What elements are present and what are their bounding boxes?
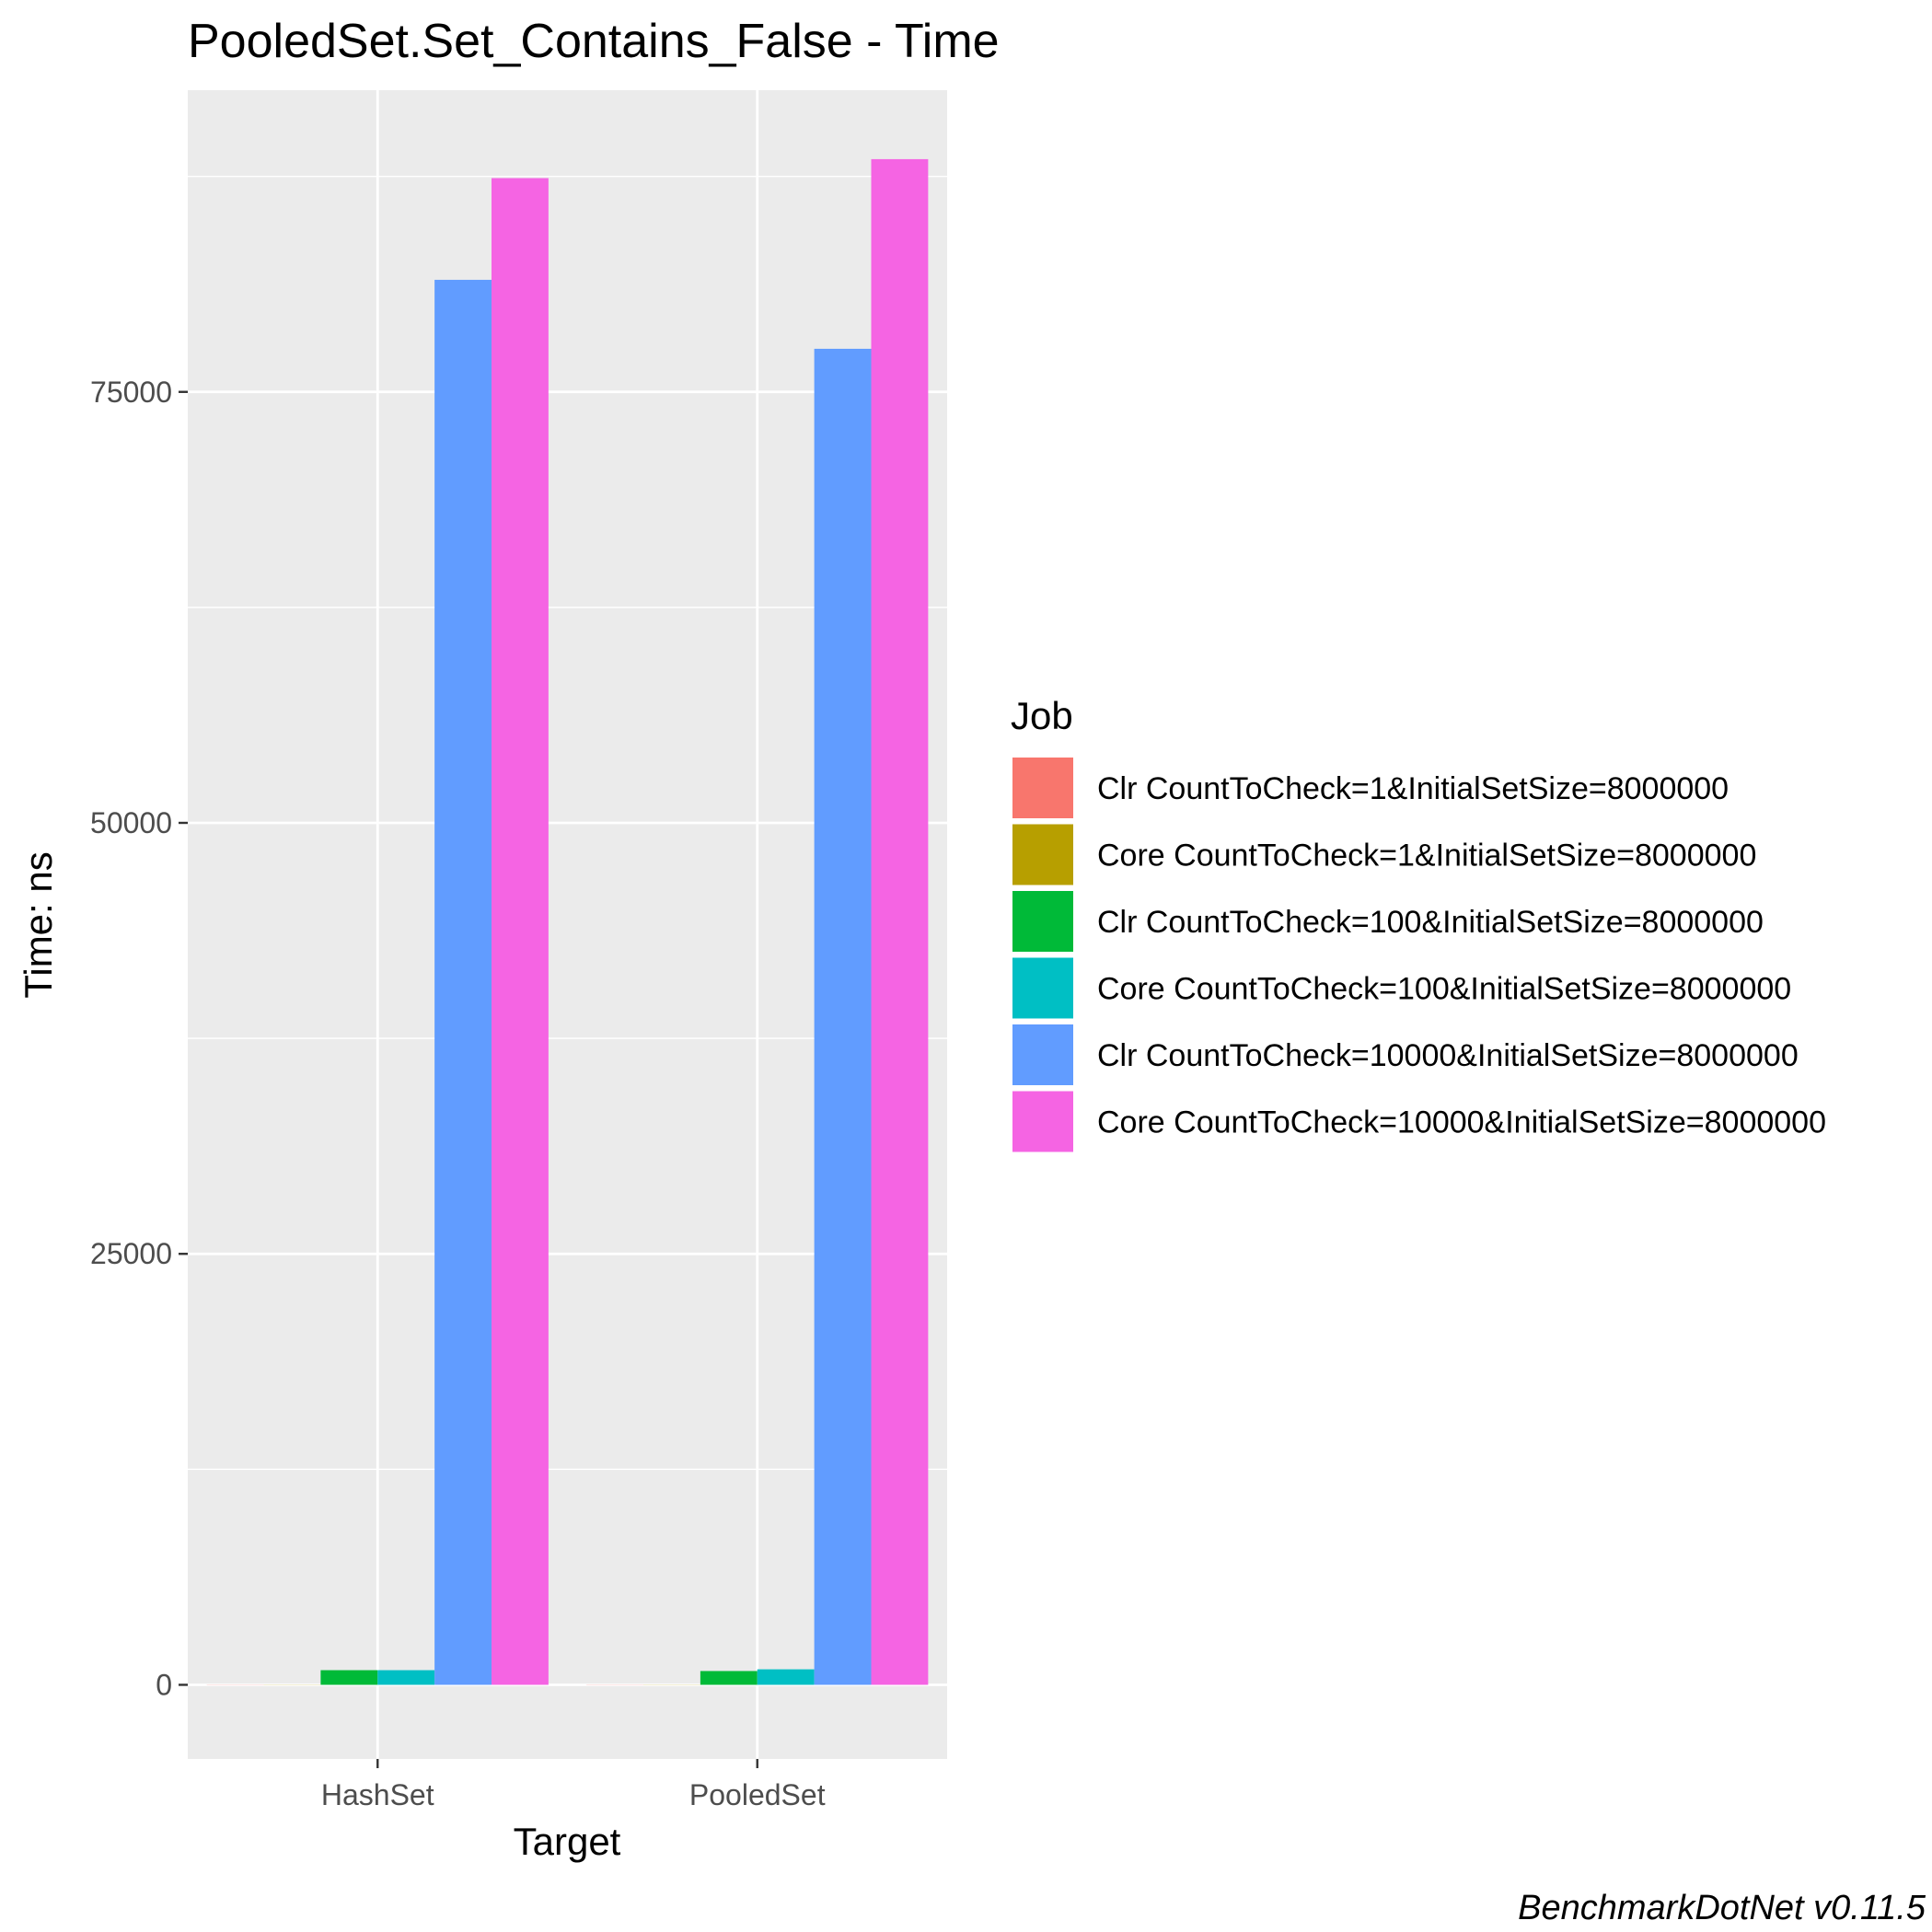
bar xyxy=(757,1669,815,1685)
bar xyxy=(320,1670,378,1685)
bar xyxy=(700,1671,758,1685)
y-tick-label: 75000 xyxy=(90,376,172,409)
bar xyxy=(377,1670,435,1685)
legend-key xyxy=(1012,957,1073,1019)
legend-key xyxy=(1012,1091,1073,1152)
x-axis-title: Target xyxy=(514,1820,621,1863)
x-tick-label: PooledSet xyxy=(689,1778,826,1811)
legend-label: Clr CountToCheck=10000&InitialSetSize=80… xyxy=(1097,1038,1799,1073)
y-tick-label: 25000 xyxy=(90,1237,172,1270)
legend-key xyxy=(1012,758,1073,818)
y-axis-title: Time: ns xyxy=(17,851,60,998)
legend-title: Job xyxy=(1011,694,1073,737)
legend-key xyxy=(1012,824,1073,885)
legend: Job Clr CountToCheck=1&InitialSetSize=80… xyxy=(1011,694,1826,1152)
legend-label: Core CountToCheck=10000&InitialSetSize=8… xyxy=(1097,1105,1826,1140)
legend-label: Core CountToCheck=1&InitialSetSize=80000… xyxy=(1097,839,1756,873)
caption: BenchmarkDotNet v0.11.5 xyxy=(1518,1889,1926,1927)
bar xyxy=(814,348,872,1685)
chart-title: PooledSet.Set_Contains_False - Time xyxy=(188,15,1000,68)
legend-label: Clr CountToCheck=100&InitialSetSize=8000… xyxy=(1097,905,1764,940)
bar xyxy=(871,158,929,1685)
legend-key xyxy=(1012,891,1073,952)
legend-label: Clr CountToCheck=1&InitialSetSize=800000… xyxy=(1097,771,1729,806)
legend-key xyxy=(1012,1024,1073,1085)
bar xyxy=(492,178,549,1685)
legend-label: Core CountToCheck=100&InitialSetSize=800… xyxy=(1097,972,1791,1007)
bar xyxy=(434,280,492,1685)
axes: 0 25000 50000 75000 HashSet PooledSet xyxy=(90,376,826,1811)
y-tick-label: 50000 xyxy=(90,806,172,839)
bars xyxy=(206,158,929,1685)
y-tick-label: 0 xyxy=(156,1668,172,1701)
x-tick-label: HashSet xyxy=(321,1778,434,1811)
